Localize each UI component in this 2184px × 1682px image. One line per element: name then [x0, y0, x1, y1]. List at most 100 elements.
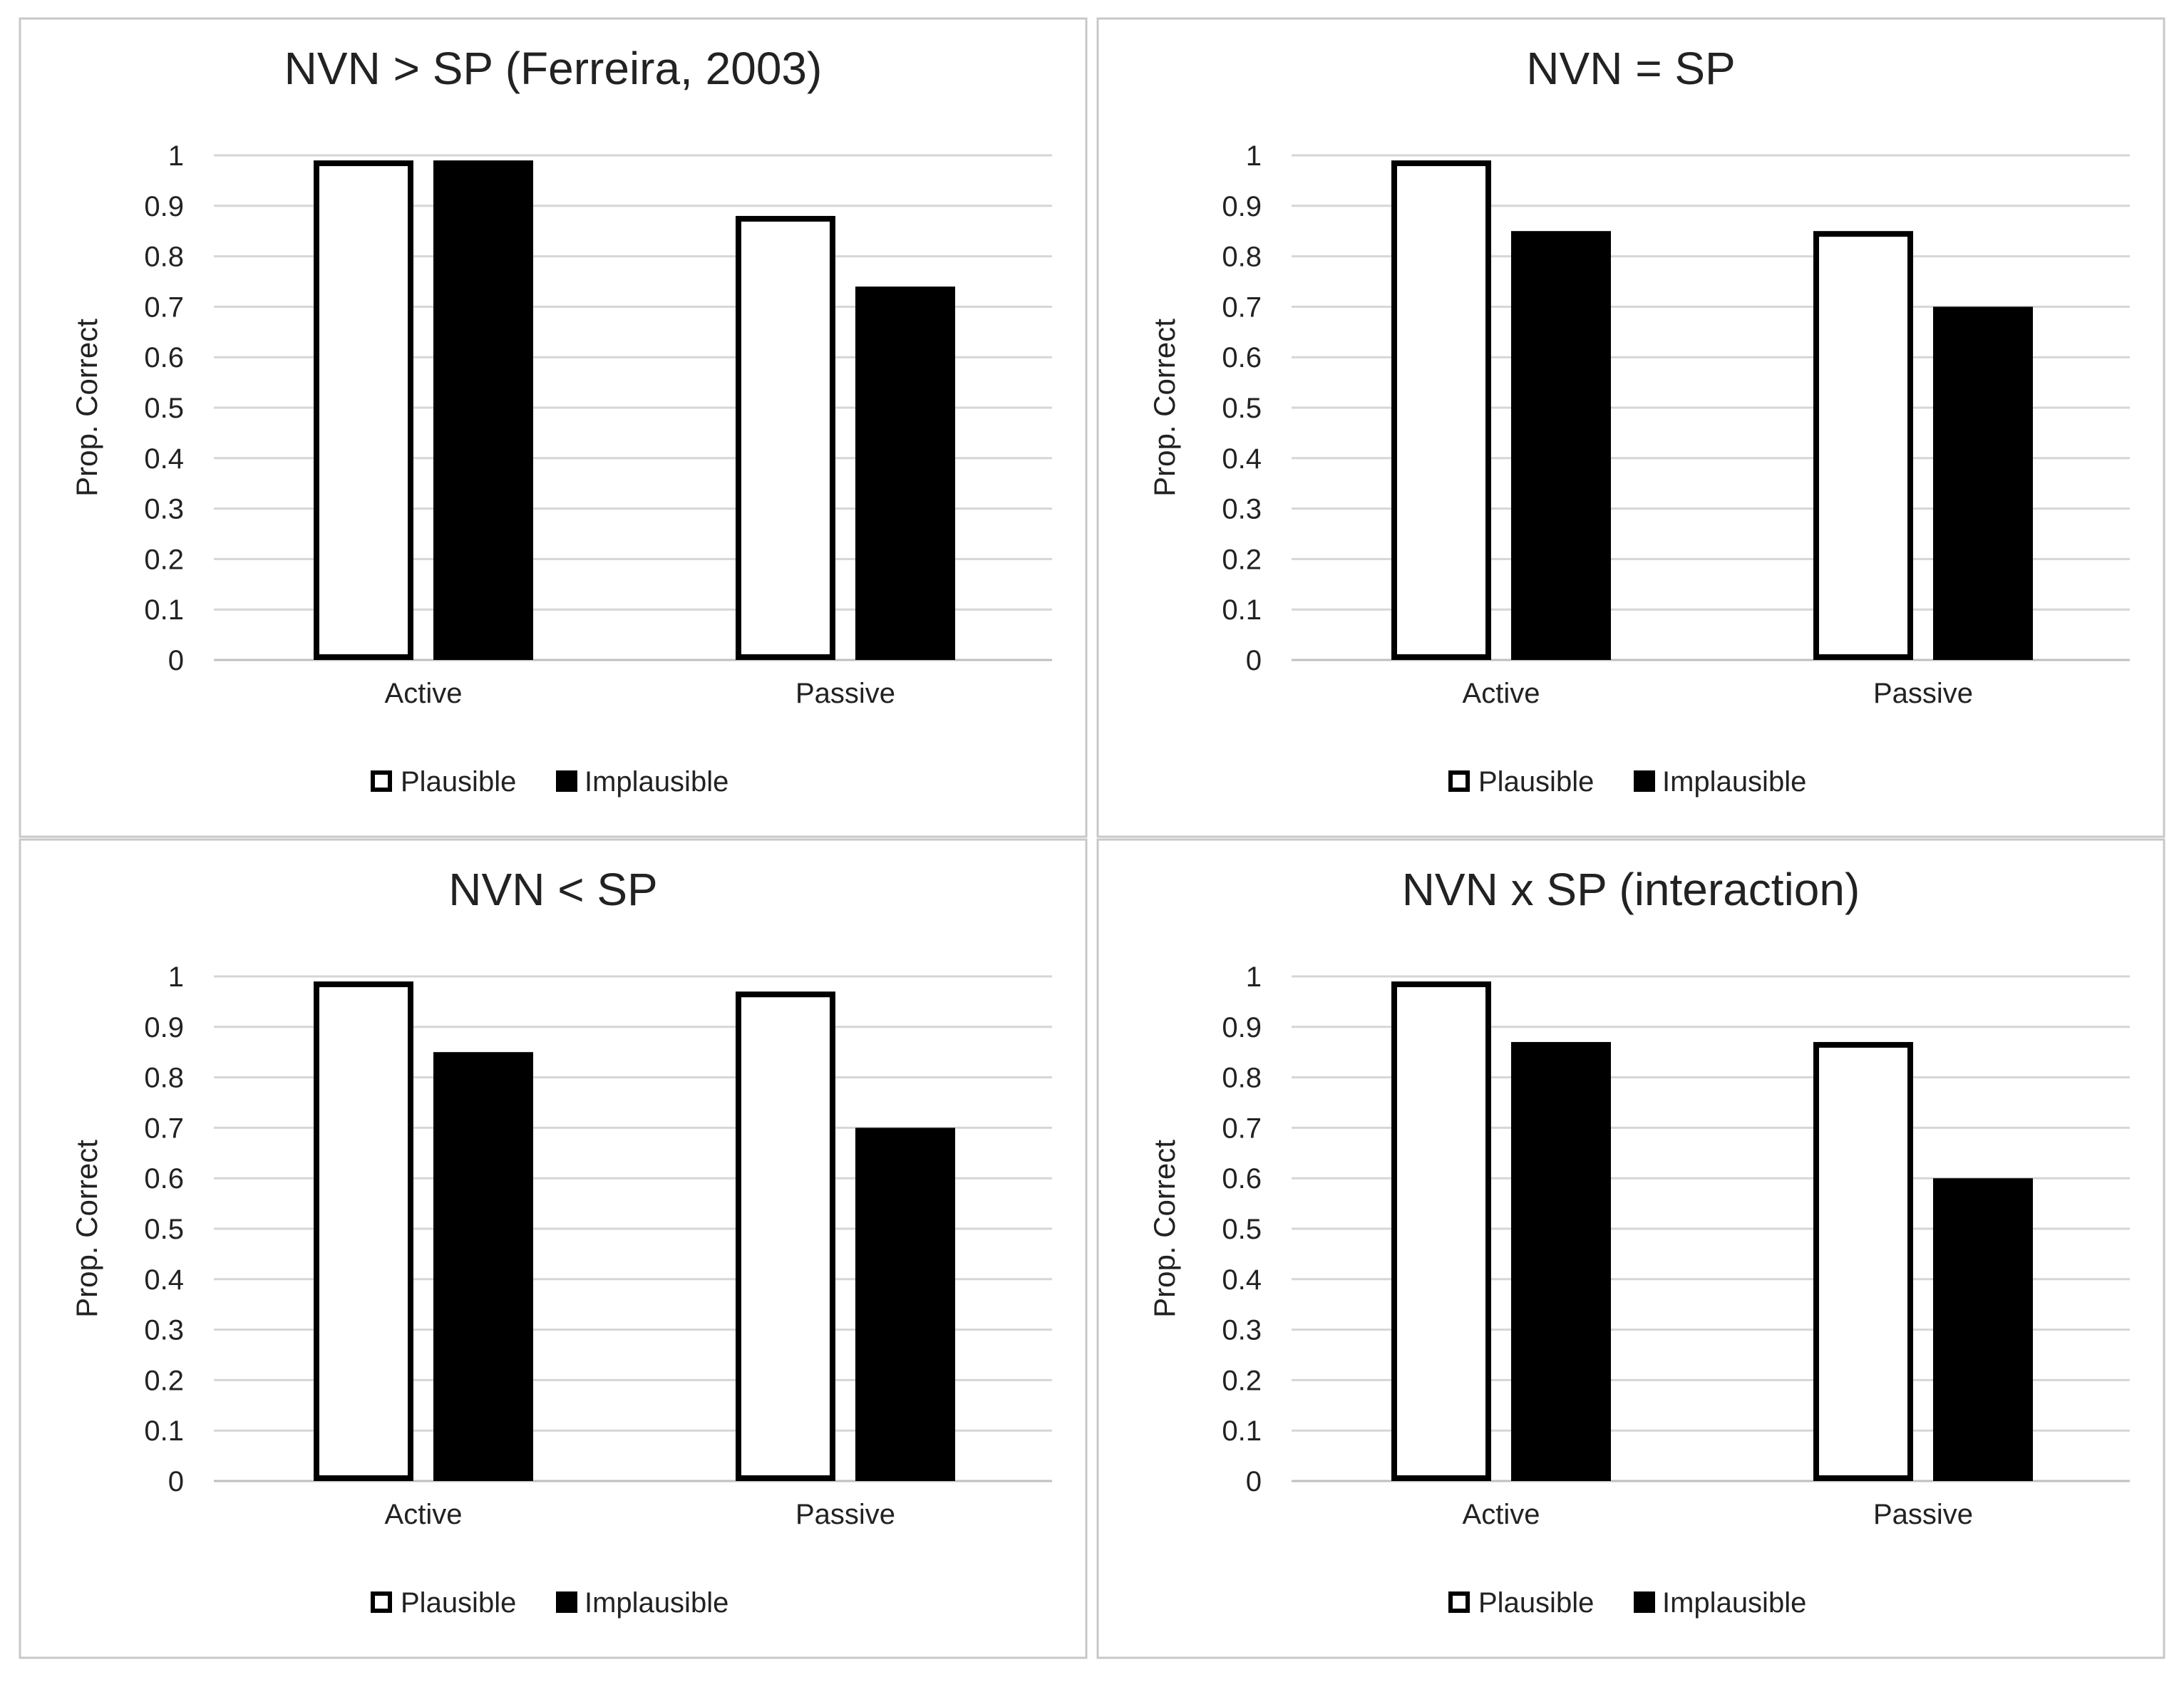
- legend-label-implausible: Implausible: [584, 1587, 728, 1619]
- y-tick-label: 0: [1246, 1466, 1262, 1497]
- legend-item-plausible: Plausible: [371, 1587, 516, 1619]
- legend: Plausible Implausible: [1448, 1587, 1806, 1619]
- legend-swatch-implausible: [556, 770, 577, 792]
- chart-title: NVN x SP (interaction): [1402, 864, 1860, 915]
- legend-item-plausible: Plausible: [1448, 766, 1594, 798]
- x-category-label: Active: [1463, 678, 1540, 709]
- y-axis-label: Prop. Correct: [1148, 1140, 1181, 1318]
- bar-implausible-active: [1511, 231, 1611, 660]
- y-tick-label: 0: [1246, 645, 1262, 676]
- y-tick-label: 0.2: [1222, 1365, 1262, 1396]
- chart-panel-1: NVN > SP (Ferreira, 2003) 0 0.1 0.2 0.3 0.4 0.…: [19, 17, 1088, 838]
- legend-label-plausible: Plausible: [1478, 766, 1594, 798]
- y-tick-label: 0.3: [1222, 1315, 1262, 1346]
- x-category-label: Active: [1463, 1499, 1540, 1530]
- legend-swatch-implausible: [556, 1591, 577, 1613]
- chart-title: NVN < SP: [448, 864, 657, 915]
- legend-label-plausible: Plausible: [1478, 1587, 1594, 1619]
- bar-plausible-active: [314, 160, 413, 660]
- y-tick-label: 1: [168, 140, 184, 172]
- y-tick-label: 0: [168, 1466, 184, 1497]
- y-tick-label: 0.3: [1222, 494, 1262, 525]
- chart-panel-3: NVN < SP 0 0.1 0.2 0.3 0.4 0.5 0.6 0.7 0.8 0.9 1 Pro…: [19, 838, 1088, 1659]
- legend-item-plausible: Plausible: [371, 766, 516, 798]
- bar-plausible-active: [1391, 981, 1491, 1481]
- bar-implausible-passive: [855, 1128, 955, 1481]
- x-category-label: Passive: [795, 678, 895, 709]
- bar-implausible-passive: [1933, 1178, 2033, 1481]
- x-category-label: Passive: [1873, 1499, 1973, 1530]
- y-tick-label: 0.5: [1222, 1214, 1262, 1245]
- y-tick-label: 0.4: [144, 1264, 184, 1296]
- bar-implausible-active: [1511, 1042, 1611, 1482]
- y-tick-label: 0.4: [1222, 443, 1262, 475]
- y-axis-label: Prop. Correct: [70, 319, 103, 497]
- chart-title: NVN > SP (Ferreira, 2003): [284, 43, 823, 94]
- bar-implausible-active: [433, 1052, 533, 1481]
- bar-plausible-passive: [736, 215, 835, 660]
- legend-swatch-plausible: [1448, 1591, 1470, 1613]
- y-tick-label: 0.9: [144, 1012, 184, 1043]
- y-tick-label: 0.9: [1222, 191, 1262, 222]
- bar-plausible-passive: [1813, 1042, 1913, 1482]
- y-axis-label: Prop. Correct: [1148, 319, 1181, 497]
- legend-label-plausible: Plausible: [401, 766, 516, 798]
- bar-plausible-active: [314, 981, 413, 1481]
- y-tick-label: 0.3: [144, 494, 184, 525]
- y-tick-label: 0.6: [144, 342, 184, 373]
- bar-plausible-active: [1391, 160, 1491, 660]
- y-tick-label: 0.6: [144, 1163, 184, 1195]
- y-tick-label: 0.3: [144, 1315, 184, 1346]
- legend-swatch-plausible: [371, 1591, 392, 1613]
- legend-item-implausible: Implausible: [556, 766, 728, 798]
- bar-implausible-active: [433, 160, 533, 660]
- legend-label-implausible: Implausible: [584, 766, 728, 798]
- chart-title: NVN = SP: [1526, 43, 1735, 94]
- y-tick-label: 0.9: [144, 191, 184, 222]
- legend: Plausible Implausible: [371, 766, 728, 798]
- y-tick-label: 0.8: [144, 242, 184, 273]
- y-tick-label: 0.5: [1222, 393, 1262, 424]
- y-tick-label: 0.7: [1222, 291, 1262, 323]
- y-tick-label: 0.4: [1222, 1264, 1262, 1296]
- y-tick-label: 0.8: [1222, 1063, 1262, 1094]
- legend-item-implausible: Implausible: [1634, 766, 1806, 798]
- legend-label-implausible: Implausible: [1662, 1587, 1806, 1619]
- legend-label-plausible: Plausible: [401, 1587, 516, 1619]
- bar-plausible-passive: [1813, 231, 1913, 660]
- legend-swatch-plausible: [1448, 770, 1470, 792]
- y-tick-label: 0.8: [1222, 242, 1262, 273]
- y-tick-label: 0: [168, 645, 184, 676]
- y-tick-label: 0.2: [144, 544, 184, 575]
- bar-implausible-passive: [855, 287, 955, 660]
- legend-item-plausible: Plausible: [1448, 1587, 1594, 1619]
- y-tick-label: 0.5: [144, 393, 184, 424]
- legend-item-implausible: Implausible: [556, 1587, 728, 1619]
- legend-swatch-plausible: [371, 770, 392, 792]
- y-tick-label: 0.1: [1222, 1415, 1262, 1447]
- legend-swatch-implausible: [1634, 1591, 1655, 1613]
- x-category-label: Active: [385, 678, 463, 709]
- bar-plausible-passive: [736, 991, 835, 1482]
- y-tick-label: 0.1: [144, 594, 184, 626]
- y-tick-label: 0.1: [144, 1415, 184, 1447]
- y-tick-label: 0.6: [1222, 342, 1262, 373]
- y-tick-label: 0.5: [144, 1214, 184, 1245]
- y-tick-label: 0.1: [1222, 594, 1262, 626]
- chart-panel-2: NVN = SP 0 0.1 0.2 0.3 0.4 0.5 0.6 0.7 0.8 0.9 1 Pro…: [1096, 17, 2165, 838]
- y-tick-label: 1: [168, 961, 184, 993]
- legend-label-implausible: Implausible: [1662, 766, 1806, 798]
- y-tick-label: 0.2: [1222, 544, 1262, 575]
- legend-item-implausible: Implausible: [1634, 1587, 1806, 1619]
- y-tick-label: 1: [1246, 140, 1262, 172]
- y-axis-label: Prop. Correct: [70, 1140, 103, 1318]
- y-tick-label: 0.9: [1222, 1012, 1262, 1043]
- bar-implausible-passive: [1933, 306, 2033, 660]
- y-tick-label: 0.7: [1222, 1113, 1262, 1144]
- x-category-label: Passive: [1873, 678, 1973, 709]
- y-tick-label: 0.4: [144, 443, 184, 475]
- legend: Plausible Implausible: [1448, 766, 1806, 798]
- x-category-label: Passive: [795, 1499, 895, 1530]
- y-tick-label: 1: [1246, 961, 1262, 993]
